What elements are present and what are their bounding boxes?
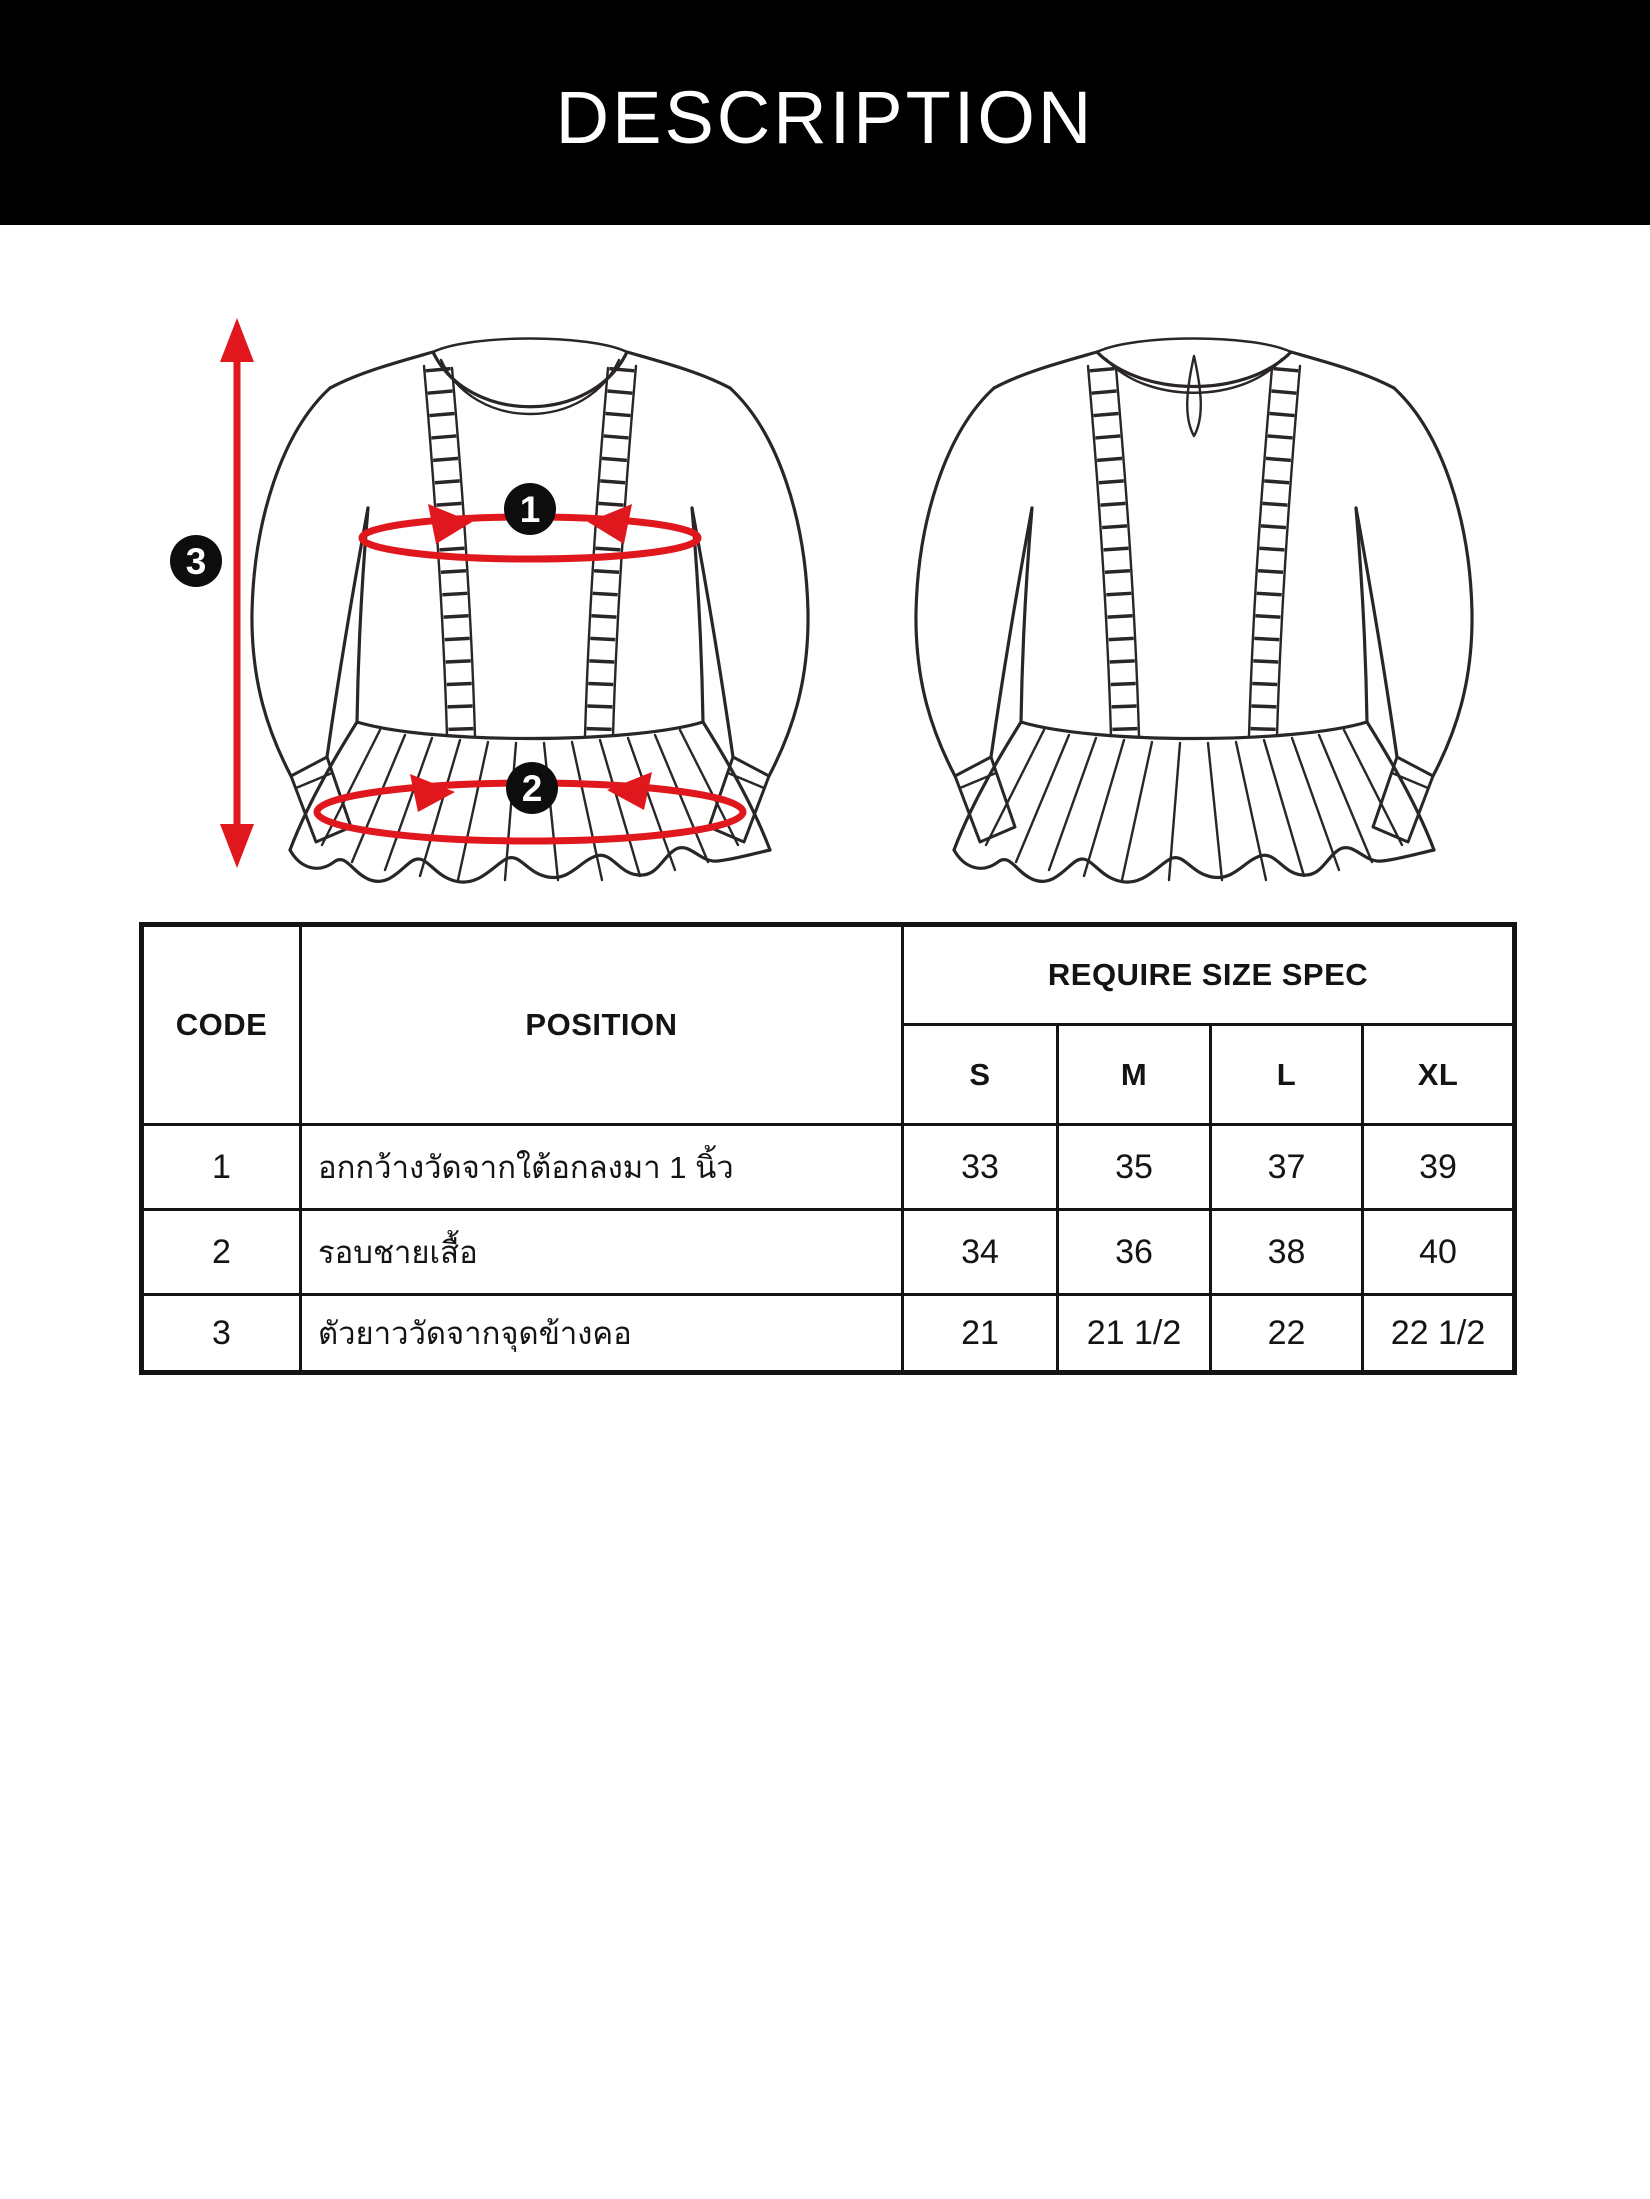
- row-position: รอบชายเสื้อ: [299, 1208, 904, 1296]
- col-header-position: POSITION: [299, 923, 904, 1126]
- label-hem-2: 2: [506, 762, 558, 814]
- col-header-size-l: L: [1209, 1023, 1364, 1126]
- label-chest-1: 1: [504, 483, 556, 535]
- col-header-size-xl: XL: [1360, 1023, 1517, 1126]
- col-header-require-size-spec: REQUIRE SIZE SPEC: [900, 923, 1517, 1026]
- label-length-3-text: 3: [186, 541, 207, 582]
- length-arrow: [220, 318, 254, 868]
- table-row-length: 3 ตัวยาววัดจากจุดข้างคอ 21 21 1/2 22 22 …: [140, 1293, 1517, 1374]
- size-spec-table: CODE POSITION REQUIRE SIZE SPEC S M L XL…: [139, 922, 1518, 1375]
- row-value-m: 21 1/2: [1056, 1293, 1212, 1374]
- page-title: DESCRIPTION: [555, 76, 1095, 159]
- row-value-m: 35: [1056, 1123, 1212, 1211]
- row-code: 1: [140, 1123, 302, 1211]
- row-value-xl: 40: [1360, 1208, 1517, 1296]
- row-value-s: 33: [901, 1123, 1059, 1211]
- row-value-l: 38: [1209, 1208, 1364, 1296]
- description-banner: DESCRIPTION: [0, 0, 1650, 225]
- row-code: 2: [140, 1208, 302, 1296]
- label-length-3: 3: [170, 535, 222, 587]
- row-value-l: 22: [1209, 1293, 1364, 1374]
- row-value-xl: 39: [1360, 1123, 1517, 1211]
- row-value-l: 37: [1209, 1123, 1364, 1211]
- table-row-chest: 1 อกกว้างวัดจากใต้อกลงมา 1 นิ้ว 33 35 37…: [140, 1123, 1517, 1211]
- row-code: 3: [140, 1293, 302, 1374]
- measurement-annotations: [220, 318, 747, 868]
- keyhole-slit: [1186, 354, 1202, 438]
- row-value-m: 36: [1056, 1208, 1212, 1296]
- row-value-s: 21: [901, 1293, 1059, 1374]
- label-hem-2-text: 2: [522, 768, 543, 809]
- col-header-size-s: S: [901, 1023, 1059, 1126]
- row-position: อกกว้างวัดจากใต้อกลงมา 1 นิ้ว: [299, 1123, 904, 1211]
- col-header-size-m: M: [1056, 1023, 1212, 1126]
- row-value-s: 34: [901, 1208, 1059, 1296]
- table-row-hem: 2 รอบชายเสื้อ 34 36 38 40: [140, 1208, 1517, 1296]
- back-view-drawing: [916, 339, 1472, 883]
- garment-measurement-diagram: 1 2 3: [170, 318, 1650, 915]
- code-labels: 1 2 3: [170, 483, 558, 814]
- row-value-xl: 22 1/2: [1360, 1293, 1517, 1374]
- row-position: ตัวยาววัดจากจุดข้างคอ: [299, 1293, 904, 1374]
- front-view-drawing: [252, 339, 808, 883]
- col-header-code: CODE: [140, 923, 302, 1126]
- label-chest-1-text: 1: [520, 489, 541, 530]
